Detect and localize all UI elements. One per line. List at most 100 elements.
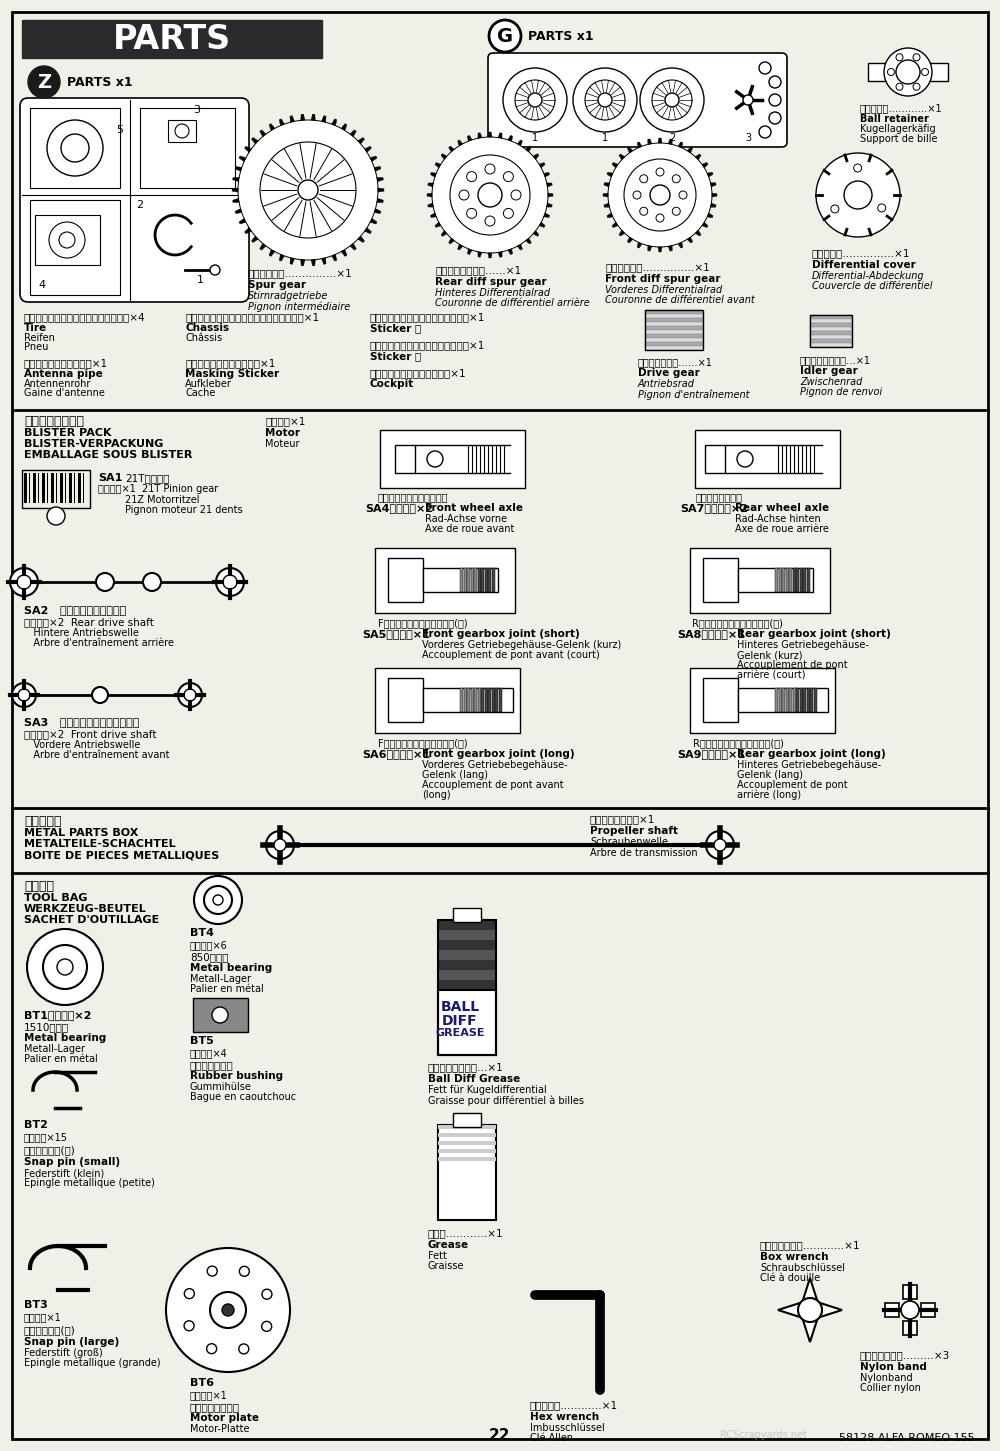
Text: ブリスターパック: ブリスターパック — [24, 415, 84, 428]
FancyBboxPatch shape — [20, 99, 249, 302]
Text: Accouplement de pont: Accouplement de pont — [737, 660, 848, 670]
Polygon shape — [658, 138, 662, 144]
Bar — [82, 473, 84, 503]
Bar — [388, 678, 423, 723]
Bar — [42, 473, 44, 503]
Polygon shape — [627, 147, 633, 152]
Circle shape — [503, 209, 513, 219]
Bar — [460, 567, 463, 592]
Text: Schraubschlüssel: Schraubschlüssel — [760, 1262, 845, 1273]
Text: Schraubenwelle: Schraubenwelle — [590, 837, 668, 847]
Text: Hintere Antriebswelle: Hintere Antriebswelle — [24, 628, 139, 638]
Circle shape — [515, 80, 555, 120]
Text: ステッカーⓐ・・・・・・・・・・×1: ステッカーⓐ・・・・・・・・・・×1 — [370, 312, 485, 322]
Polygon shape — [430, 213, 436, 218]
Text: Nylonband: Nylonband — [860, 1373, 913, 1383]
Bar — [498, 688, 502, 712]
Bar — [645, 342, 703, 345]
Text: 1: 1 — [532, 133, 538, 144]
Bar — [380, 429, 525, 488]
Text: ・・・・×4: ・・・・×4 — [190, 1048, 228, 1058]
Text: 21Tピニオン: 21Tピニオン — [125, 473, 170, 483]
Circle shape — [17, 575, 31, 589]
Circle shape — [47, 120, 103, 176]
Bar — [789, 567, 792, 592]
Text: Arbre d'entraînement arrière: Arbre d'entraînement arrière — [24, 638, 174, 649]
Text: Clé Allen: Clé Allen — [530, 1434, 573, 1442]
Bar — [438, 979, 496, 990]
Polygon shape — [311, 115, 315, 120]
Bar — [810, 315, 852, 347]
Text: Fett für Kugeldifferential: Fett für Kugeldifferential — [428, 1085, 547, 1096]
Polygon shape — [687, 147, 693, 152]
Text: Bague en caoutchouc: Bague en caoutchouc — [190, 1093, 296, 1101]
Circle shape — [585, 80, 625, 120]
Bar — [478, 567, 480, 592]
Text: SA5・・・・×1: SA5・・・・×1 — [362, 628, 430, 638]
Polygon shape — [233, 177, 239, 181]
Text: Metal bearing: Metal bearing — [190, 963, 272, 974]
Text: Antennenrohr: Antennenrohr — [24, 379, 91, 389]
Bar — [474, 688, 477, 712]
Text: Rギヤーボックスジョイント(長): Rギヤーボックスジョイント(長) — [693, 739, 784, 749]
Bar — [796, 688, 799, 712]
Bar — [388, 559, 423, 602]
Text: スパーギヤー……………×1: スパーギヤー……………×1 — [248, 268, 353, 279]
Text: BLISTER PACK: BLISTER PACK — [24, 428, 112, 438]
Circle shape — [485, 216, 495, 226]
Circle shape — [92, 686, 108, 702]
Text: Fギヤーボックスジョイント(短): Fギヤーボックスジョイント(短) — [378, 618, 468, 628]
Bar — [921, 1303, 935, 1318]
Polygon shape — [350, 244, 356, 250]
Text: Vordere Antriebswelle: Vordere Antriebswelle — [24, 740, 140, 750]
Text: スナップピン(小): スナップピン(小) — [24, 1145, 76, 1155]
Polygon shape — [358, 237, 364, 242]
Circle shape — [260, 142, 356, 238]
Bar — [438, 1156, 496, 1161]
Text: Rear gearbox joint (long): Rear gearbox joint (long) — [737, 749, 886, 759]
Bar — [775, 688, 778, 712]
Circle shape — [888, 68, 895, 75]
Text: Idler gear: Idler gear — [800, 366, 858, 376]
Text: PARTS x1: PARTS x1 — [67, 75, 133, 89]
Polygon shape — [547, 203, 552, 207]
Text: PARTS: PARTS — [113, 23, 231, 55]
Polygon shape — [269, 123, 275, 131]
Polygon shape — [637, 242, 642, 248]
Circle shape — [298, 180, 318, 200]
Circle shape — [239, 1344, 249, 1354]
Text: 2: 2 — [669, 133, 675, 144]
Polygon shape — [533, 231, 539, 237]
Polygon shape — [279, 254, 284, 261]
Polygon shape — [239, 219, 246, 223]
Polygon shape — [322, 258, 326, 264]
Text: Rear diff spur gear: Rear diff spur gear — [435, 277, 547, 287]
Circle shape — [57, 959, 73, 975]
Bar — [22, 470, 90, 508]
Circle shape — [262, 1322, 272, 1332]
Bar — [690, 548, 830, 612]
Polygon shape — [678, 242, 683, 248]
Bar — [796, 567, 799, 592]
Circle shape — [816, 152, 900, 237]
Polygon shape — [441, 231, 447, 237]
Bar — [645, 322, 703, 326]
Bar — [645, 311, 703, 350]
Text: BT4: BT4 — [190, 929, 214, 937]
Bar — [810, 324, 852, 326]
Text: ナイロンバンド………×3: ナイロンバンド………×3 — [860, 1349, 950, 1360]
Circle shape — [656, 168, 664, 176]
Polygon shape — [252, 138, 258, 144]
Bar — [453, 1113, 481, 1127]
Text: BT2: BT2 — [24, 1120, 48, 1130]
Polygon shape — [498, 251, 502, 257]
Circle shape — [28, 65, 60, 99]
Bar — [810, 688, 813, 712]
Polygon shape — [627, 237, 633, 242]
Polygon shape — [378, 189, 384, 192]
Polygon shape — [488, 132, 492, 136]
Bar — [703, 559, 738, 602]
Polygon shape — [467, 135, 472, 141]
Text: ホイールアクスル: ホイールアクスル — [696, 492, 743, 502]
Polygon shape — [311, 260, 315, 266]
